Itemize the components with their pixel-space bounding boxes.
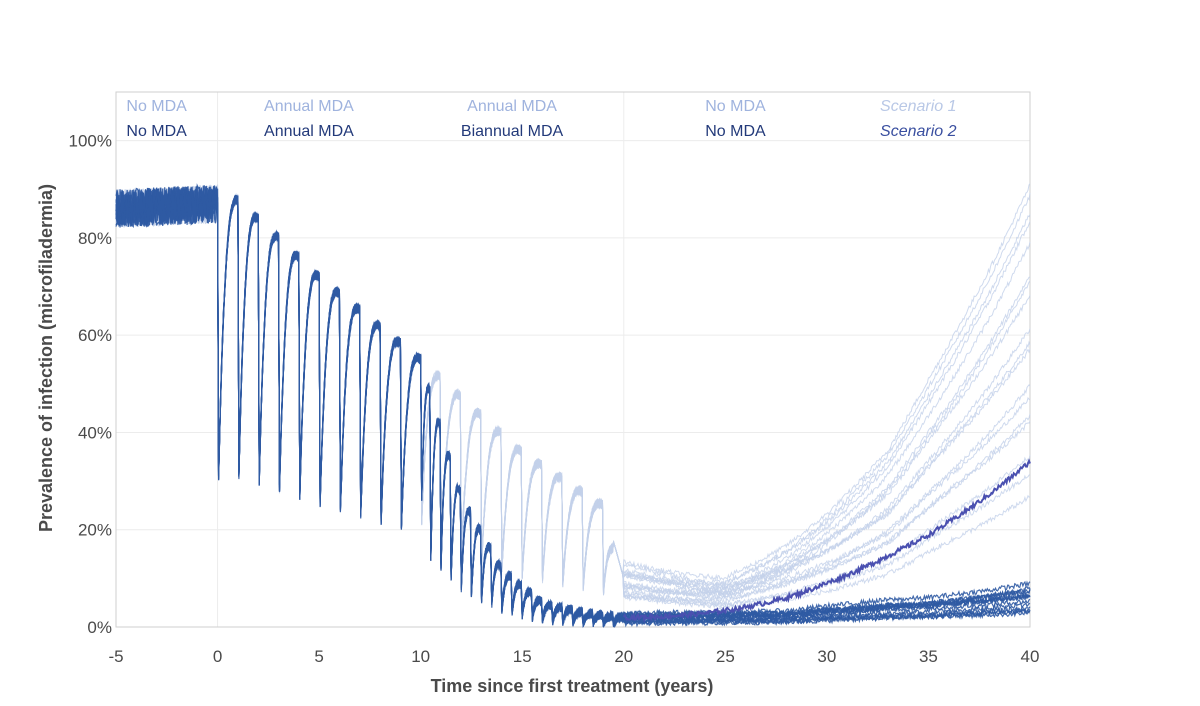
phase-label-scenario-2: No MDA: [126, 123, 187, 140]
phase-label-scenario-2: Biannual MDA: [461, 123, 564, 140]
grid-layer: [116, 92, 1030, 628]
scenario-1-run-line: [115, 187, 1031, 604]
scenario-2-run-line: [115, 185, 1031, 627]
scenario-1-run-line: [115, 185, 1031, 590]
phase-label-scenario-2: Annual MDA: [264, 123, 354, 140]
plot-frame: [115, 91, 1031, 628]
scenario-1-run-line: [115, 185, 1031, 608]
scenario-2-run-line: [115, 186, 1031, 626]
x-tick-label: 25: [716, 647, 735, 666]
scenario-1-run-line: [115, 183, 1031, 595]
axis-ticks: 0% 20% 40% 60% 80% 100% -5 0 5 10 15 20 25 30 35 40: [69, 132, 1040, 666]
legend-entry: Scenario 2: [880, 123, 957, 140]
x-tick-label: 35: [919, 647, 938, 666]
x-tick-label: 15: [513, 647, 532, 666]
scenario-2-highlight-line: [622, 458, 1031, 624]
scenario-1-run-line: [115, 186, 1031, 588]
y-tick-label: 40%: [78, 423, 112, 442]
phase-label-scenario-1: Annual MDA: [467, 98, 557, 115]
plot-area-border: [115, 91, 1031, 628]
y-tick-label: 0%: [87, 618, 112, 637]
x-tick-label: 10: [411, 647, 430, 666]
scenario-2-run-line: [115, 187, 1031, 626]
phase-labels: No MDA No MDA Annual MDA Annual MDA Annual M…: [126, 98, 956, 140]
scenario-2-run-line: [115, 185, 1031, 628]
series-layer: [115, 183, 1031, 629]
y-tick-label: 20%: [78, 521, 112, 540]
x-tick-label: 5: [314, 647, 323, 666]
x-tick-label: 20: [614, 647, 633, 666]
phase-label-scenario-1: No MDA: [705, 98, 766, 115]
phase-label-scenario-1: Annual MDA: [264, 98, 354, 115]
x-tick-label: 30: [817, 647, 836, 666]
x-tick-label: -5: [108, 647, 123, 666]
y-tick-label: 100%: [69, 132, 112, 151]
scenario-1-run-line: [115, 184, 1031, 602]
x-axis-title: Time since first treatment (years): [431, 676, 714, 696]
phase-label-scenario-1: No MDA: [126, 98, 187, 115]
scenario-1-run-line: [115, 185, 1031, 594]
phase-label-scenario-2: No MDA: [705, 123, 766, 140]
legend-entry: Scenario 1: [880, 98, 957, 115]
scenario-2-run-line: [115, 187, 1031, 629]
x-tick-label: 40: [1021, 647, 1040, 666]
scenario-1-run-line: [115, 185, 1031, 596]
scenario-2-run-line: [115, 185, 1031, 627]
scenario-1-run-line: [115, 185, 1031, 595]
y-tick-label: 60%: [78, 326, 112, 345]
scenario-1-run-line: [115, 187, 1031, 608]
scenario-1-run-line: [115, 186, 1031, 598]
y-axis-title: Prevalence of infection (microfiladermia…: [36, 184, 56, 532]
scenario-1-run-line: [115, 188, 1031, 611]
y-tick-label: 80%: [78, 229, 112, 248]
x-tick-label: 0: [213, 647, 222, 666]
scenario-2-run-line: [115, 186, 1031, 627]
